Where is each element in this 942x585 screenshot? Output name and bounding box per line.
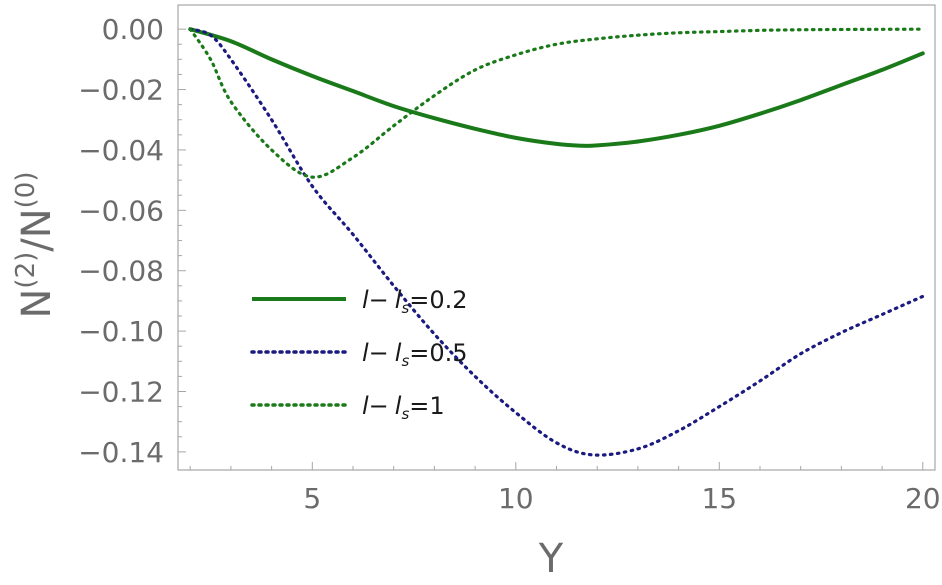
x-tick-label: 10 <box>498 482 534 515</box>
y-tick-label: −0.14 <box>78 436 164 469</box>
data-series <box>188 27 925 457</box>
y-tick-label: −0.04 <box>78 134 164 167</box>
axis-ticks: 5 10 15 20 0.00 −0.02 −0.04 −0.06 −0.08 −0.10 −0.1… <box>78 13 940 515</box>
y-tick-label: −0.10 <box>78 315 164 348</box>
legend-label-1: l− ls=0.5 <box>362 339 468 370</box>
y-axis-label-sup2: (0) <box>11 171 41 208</box>
plot-border <box>177 4 936 471</box>
x-tick-label: 20 <box>905 482 941 515</box>
series-line-2 <box>188 27 925 179</box>
series-line-0 <box>188 27 925 148</box>
y-axis-label-base2: N <box>14 208 60 238</box>
y-tick-label: −0.02 <box>78 74 164 107</box>
y-axis-label-sup1: (2) <box>11 252 41 289</box>
plot-frame <box>177 4 936 471</box>
series-line-1 <box>188 27 925 457</box>
x-tick-label: 5 <box>303 482 321 515</box>
legend-label-0: l− ls=0.2 <box>362 286 468 317</box>
y-axis-label-sep: / <box>14 238 60 252</box>
x-axis-label: Y <box>538 536 564 582</box>
legend-label-2: l− ls=1 <box>362 392 445 423</box>
legend: l− ls=0.2 l− ls=0.5 l− ls=1 <box>250 286 468 423</box>
legend-item-0: l− ls=0.2 <box>252 286 468 317</box>
y-tick-label: 0.00 <box>102 13 164 46</box>
y-tick-label: −0.12 <box>78 375 164 408</box>
legend-item-1: l− ls=0.5 <box>250 339 468 370</box>
legend-item-2: l− ls=1 <box>250 392 445 423</box>
y-tick-label: −0.06 <box>78 194 164 227</box>
y-axis-label-base1: N <box>14 289 60 319</box>
y-axis-label: N(2)/N(0) <box>11 171 60 318</box>
x-tick-label: 15 <box>701 482 737 515</box>
y-tick-label: −0.08 <box>78 255 164 288</box>
